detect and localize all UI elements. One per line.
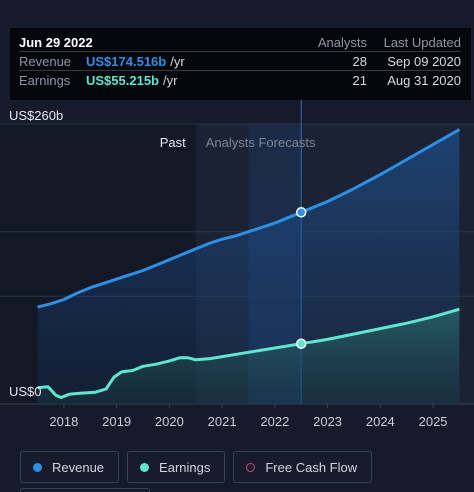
tooltip-date: Jun 29 2022 <box>19 34 93 50</box>
x-tick-label: 2018 <box>49 414 78 429</box>
legend-label: Earnings <box>159 459 211 475</box>
x-tick-label: 2020 <box>155 414 184 429</box>
tooltip-analysts: 28 <box>352 53 367 69</box>
tooltip-last-updated: Sep 09 2020 <box>387 53 461 69</box>
legend-label: Free Cash Flow <box>265 459 358 475</box>
x-tick-label: 2021 <box>208 414 237 429</box>
y-axis-top-label: US$260b <box>9 108 63 123</box>
chart-area: US$260b US$0 Past Analysts Forecasts 2018 201… <box>0 100 474 429</box>
tooltip-value: US$174.516b <box>86 53 167 69</box>
tooltip-row-earnings: Earnings US$55.215b /yr 21 Aug 31 2020 <box>19 71 461 89</box>
legend-revenue-button[interactable]: Revenue <box>20 451 120 483</box>
forecast-label: Analysts Forecasts <box>206 135 316 150</box>
free-cash-flow-ring-icon <box>246 462 256 472</box>
tooltip-analysts: 21 <box>352 72 367 88</box>
earnings-area <box>37 309 460 404</box>
y-axis-bottom-label: US$0 <box>9 384 42 399</box>
legend-free-cash-flow-button[interactable]: Free Cash Flow <box>233 451 373 483</box>
tooltip-row-revenue: Revenue US$174.516b /yr 28 Sep 09 2020 <box>19 52 461 70</box>
tooltip-col-analysts: Analysts <box>317 34 367 50</box>
x-tick-label: 2025 <box>419 414 448 429</box>
x-tick-label: 2024 <box>366 414 395 429</box>
revenue-marker <box>295 207 307 218</box>
past-label: Past <box>160 135 186 150</box>
tooltip: Jun 29 2022 Analysts Last Updated Revenu… <box>10 28 471 100</box>
earnings-dot-icon <box>140 462 150 472</box>
legend: Revenue Earnings Free Cash Flow <box>20 451 373 483</box>
tooltip-label: Earnings <box>19 72 71 88</box>
tooltip-unit: /yr <box>163 72 178 88</box>
legend-earnings-button[interactable]: Earnings <box>127 451 226 483</box>
earnings-marker <box>295 338 307 349</box>
tooltip-col-last-updated: Last Updated <box>383 34 461 50</box>
x-tick-label: 2023 <box>313 414 342 429</box>
revenue-dot-icon <box>33 462 42 472</box>
x-tick-label: 2022 <box>260 414 289 429</box>
legend-overflow-button[interactable] <box>20 488 150 492</box>
earnings-line <box>37 307 460 399</box>
revenue-line <box>37 128 461 309</box>
legend-label: Revenue <box>52 459 105 475</box>
tooltip-label: Revenue <box>19 53 72 69</box>
x-tick-label: 2019 <box>102 414 131 429</box>
tooltip-unit: /yr <box>170 53 185 69</box>
tooltip-last-updated: Aug 31 2020 <box>387 72 461 88</box>
tooltip-value: US$55.215b <box>86 72 159 88</box>
